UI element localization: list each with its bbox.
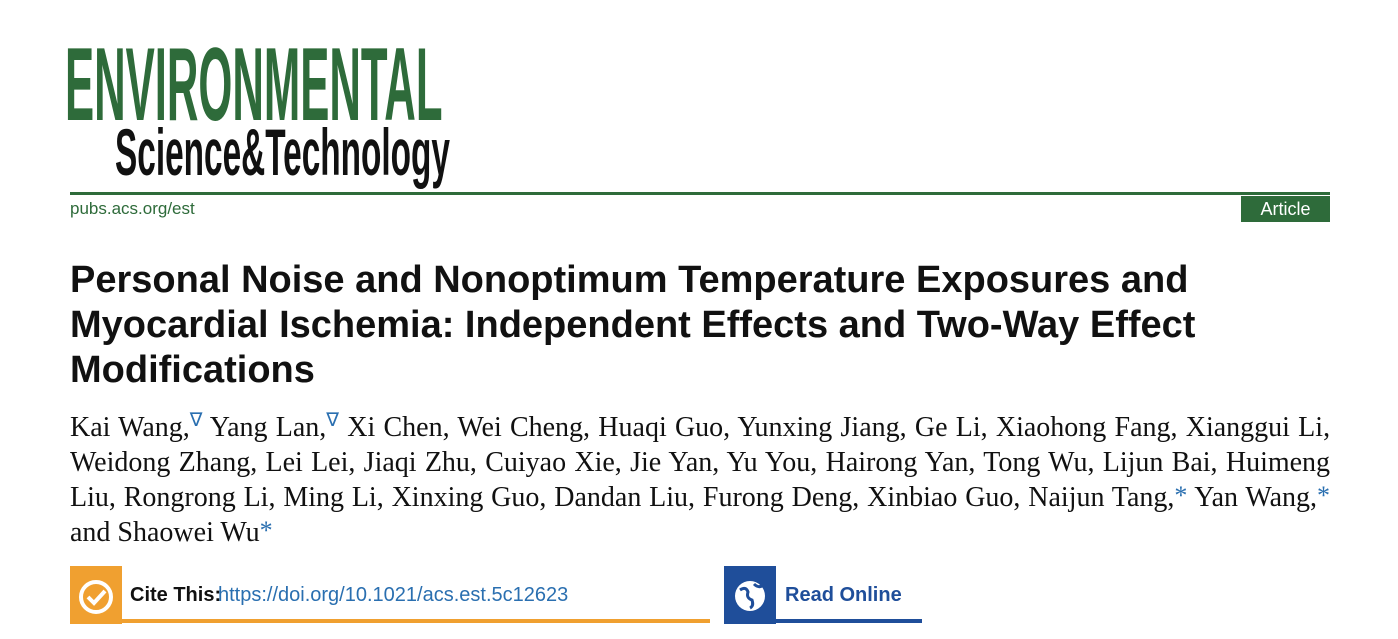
author-name: Huimeng Liu, — [70, 447, 1331, 513]
read-online-link[interactable]: Read Online — [785, 584, 902, 606]
author-name: Furong Deng, — [702, 482, 860, 513]
author-name: Yunxing Jiang, — [737, 412, 907, 443]
read-rule — [776, 619, 922, 623]
paper-title: Personal Noise and Nonoptimum Temperatur… — [70, 259, 1196, 391]
author-name: Xianggui Li, — [1185, 412, 1331, 443]
author-mark: * — [1174, 481, 1188, 510]
logo-line2: Science&Technology — [115, 115, 450, 189]
author-name: Ge Li, — [914, 412, 988, 443]
author-name: Tong Wu, — [983, 447, 1095, 478]
author-name: Rongrong Li, — [123, 482, 276, 513]
author-name: Cuiyao Xie, — [485, 447, 622, 478]
check-icon — [79, 580, 113, 614]
globe-icon — [735, 581, 765, 611]
author-name: and Shaowei Wu — [70, 517, 260, 548]
cite-icon-box — [70, 566, 122, 624]
author-name: Weidong Zhang, — [70, 447, 258, 478]
header-rule — [70, 192, 1330, 195]
author-name: Lei Lei, — [265, 447, 356, 478]
author-name: Kai Wang, — [70, 412, 190, 443]
author-mark: * — [1317, 481, 1330, 510]
author-name: Dandan Liu, — [554, 482, 696, 513]
cite-rule — [122, 619, 710, 623]
doi-link[interactable]: https://doi.org/10.1021/acs.est.5c12623 — [218, 584, 569, 606]
author-mark: ∇ — [326, 410, 340, 431]
author-name: Naijun Tang, — [1028, 482, 1175, 513]
author-list: Kai Wang,∇ Yang Lan,∇ Xi Chen, Wei Cheng… — [70, 410, 1330, 550]
author-name: Xi Chen, — [347, 412, 450, 443]
article-badge: Article — [1241, 196, 1330, 222]
author-name: Ming Li, — [283, 482, 384, 513]
logo-line1: ENVIRONMENTAL — [65, 28, 443, 143]
journal-logo: ENVIRONMENTAL Science&Technology — [65, 28, 450, 189]
cite-label: Cite This: — [130, 584, 222, 606]
author-name: Jiaqi Zhu, — [363, 447, 477, 478]
author-name: Yu You, — [726, 447, 818, 478]
author-mark: ∇ — [189, 410, 203, 431]
author-name: Jie Yan, — [630, 447, 720, 478]
read-icon-box — [724, 566, 776, 624]
author-name: Huaqi Guo, — [598, 412, 731, 443]
journal-url[interactable]: pubs.acs.org/est — [70, 199, 195, 218]
author-name: Yan Wang, — [1194, 482, 1317, 513]
author-mark: * — [259, 516, 273, 545]
author-name: Xiaohong Fang, — [995, 412, 1178, 443]
author-name: Xinxing Guo, — [391, 482, 547, 513]
author-name: Lijun Bai, — [1102, 447, 1218, 478]
author-name: Wei Cheng, — [457, 412, 591, 443]
author-name: Xinbiao Guo, — [867, 482, 1021, 513]
author-name: Yang Lan, — [209, 412, 327, 443]
author-name: Hairong Yan, — [825, 447, 976, 478]
